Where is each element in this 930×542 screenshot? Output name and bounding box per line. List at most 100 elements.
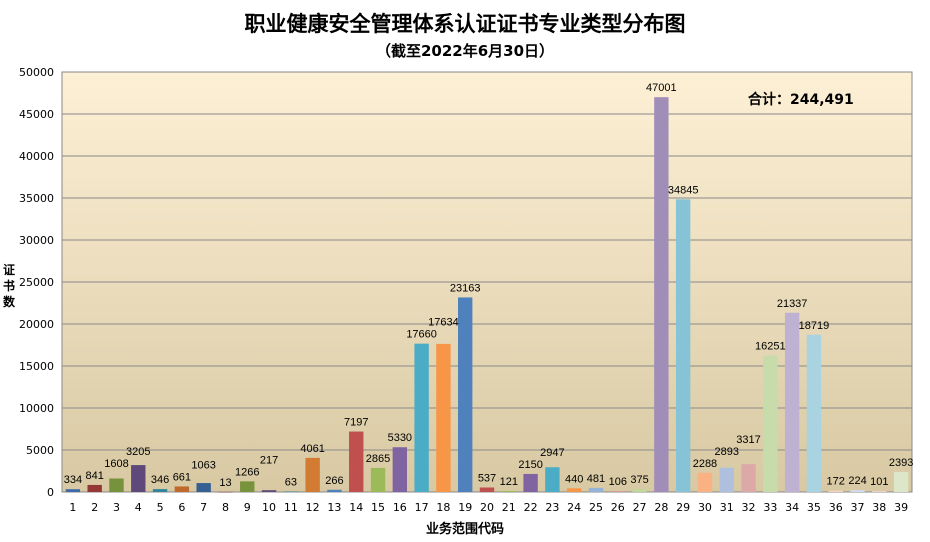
data-label: 2893 <box>715 446 739 458</box>
x-tick-label: 19 <box>458 501 472 514</box>
bar <box>392 447 408 492</box>
bar <box>240 481 255 492</box>
data-label: 661 <box>173 471 191 483</box>
bar <box>545 467 560 492</box>
x-tick-label: 29 <box>676 501 690 514</box>
x-tick-label: 35 <box>807 501 821 514</box>
data-label: 2150 <box>518 459 542 471</box>
bar <box>523 473 538 492</box>
data-label: 1608 <box>104 458 128 470</box>
bar <box>87 484 102 492</box>
y-tick-label: 0 <box>47 486 54 499</box>
x-tick-label: 27 <box>633 501 647 514</box>
x-tick-label: 21 <box>502 501 516 514</box>
bar <box>479 487 495 492</box>
total-annotation: 合计：244,491 <box>748 92 854 108</box>
bar <box>741 464 756 492</box>
data-label: 224 <box>848 475 866 487</box>
bar <box>349 431 364 492</box>
x-tick-label: 30 <box>698 501 712 514</box>
x-tick-label: 3 <box>113 501 120 514</box>
data-label: 47001 <box>646 82 677 94</box>
x-tick-label: 2 <box>91 501 98 514</box>
x-tick-label: 31 <box>720 501 734 514</box>
x-tick-label: 11 <box>284 501 298 514</box>
x-tick-label: 9 <box>244 501 251 514</box>
data-label: 841 <box>86 470 104 482</box>
x-tick-label: 15 <box>371 501 385 514</box>
data-label: 34845 <box>668 184 699 196</box>
bar <box>872 491 887 492</box>
y-tick-label: 35000 <box>19 192 54 205</box>
chart-subtitle: （截至2022年6月30日） <box>375 42 555 60</box>
data-label: 3205 <box>126 446 150 458</box>
data-label: 217 <box>260 454 278 466</box>
data-label: 18719 <box>799 320 830 332</box>
x-tick-label: 26 <box>611 501 625 514</box>
data-label: 4061 <box>300 443 324 455</box>
data-label: 1063 <box>191 459 215 471</box>
bar <box>131 465 146 492</box>
x-tick-label: 17 <box>415 501 429 514</box>
bar <box>588 487 604 492</box>
data-label: 1266 <box>235 466 259 478</box>
bar <box>566 488 582 492</box>
bar <box>370 467 386 492</box>
bar <box>196 483 211 492</box>
bar <box>697 472 713 492</box>
data-label: 2947 <box>540 447 564 459</box>
data-label: 334 <box>64 474 82 486</box>
x-tick-label: 12 <box>306 501 320 514</box>
x-tick-label: 7 <box>200 501 207 514</box>
bar <box>283 491 299 492</box>
data-label: 2393 <box>889 457 913 469</box>
data-label: 16251 <box>755 340 786 352</box>
bar <box>501 490 516 492</box>
x-tick-label: 20 <box>480 501 494 514</box>
x-tick-label: 6 <box>178 501 185 514</box>
bar <box>218 491 233 493</box>
bar <box>675 199 691 492</box>
x-tick-label: 14 <box>349 501 363 514</box>
y-tick-label: 45000 <box>19 108 54 121</box>
y-tick-label: 15000 <box>19 360 54 373</box>
data-label: 23163 <box>450 282 481 294</box>
x-tick-label: 33 <box>763 501 777 514</box>
data-label: 7197 <box>344 417 368 429</box>
bar <box>784 312 800 492</box>
data-label: 63 <box>285 476 297 488</box>
data-label: 3317 <box>736 434 760 446</box>
x-tick-label: 34 <box>785 501 799 514</box>
y-tick-label: 20000 <box>19 318 54 331</box>
bar <box>850 490 865 492</box>
data-label: 13 <box>219 477 231 489</box>
y-tick-label: 50000 <box>19 66 54 79</box>
data-label: 2288 <box>693 458 717 470</box>
data-label: 17660 <box>406 329 437 341</box>
data-label: 172 <box>827 476 845 488</box>
x-tick-label: 18 <box>436 501 450 514</box>
bar <box>65 489 81 492</box>
x-tick-label: 24 <box>567 501 581 514</box>
bar <box>261 490 277 492</box>
data-label: 440 <box>565 473 583 485</box>
x-tick-label: 1 <box>69 501 76 514</box>
x-tick-label: 28 <box>654 501 668 514</box>
bar <box>436 343 451 492</box>
x-tick-label: 23 <box>545 501 559 514</box>
bar <box>174 486 190 492</box>
x-tick-label: 25 <box>589 501 603 514</box>
data-label: 2865 <box>366 453 390 465</box>
y-tick-label: 30000 <box>19 234 54 247</box>
data-label: 121 <box>500 476 518 488</box>
x-tick-label: 39 <box>894 501 908 514</box>
data-label: 5330 <box>388 432 412 444</box>
y-axis-label: 证书数 <box>2 263 15 309</box>
y-tick-label: 5000 <box>26 444 54 457</box>
bar <box>305 457 320 492</box>
chart-title: 职业健康安全管理体系认证证书专业类型分布图 <box>244 11 686 36</box>
data-label: 106 <box>609 476 627 488</box>
bar <box>414 343 429 492</box>
